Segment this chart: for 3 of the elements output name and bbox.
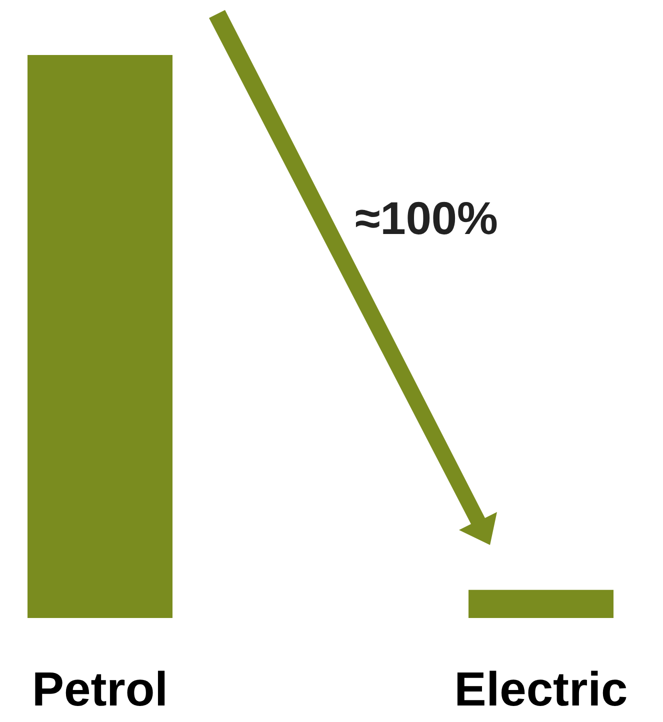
x-tick-label: Petrol bbox=[32, 664, 168, 716]
annotation: ≈100% bbox=[355, 192, 498, 244]
x-tick-label: Electric bbox=[454, 664, 628, 716]
